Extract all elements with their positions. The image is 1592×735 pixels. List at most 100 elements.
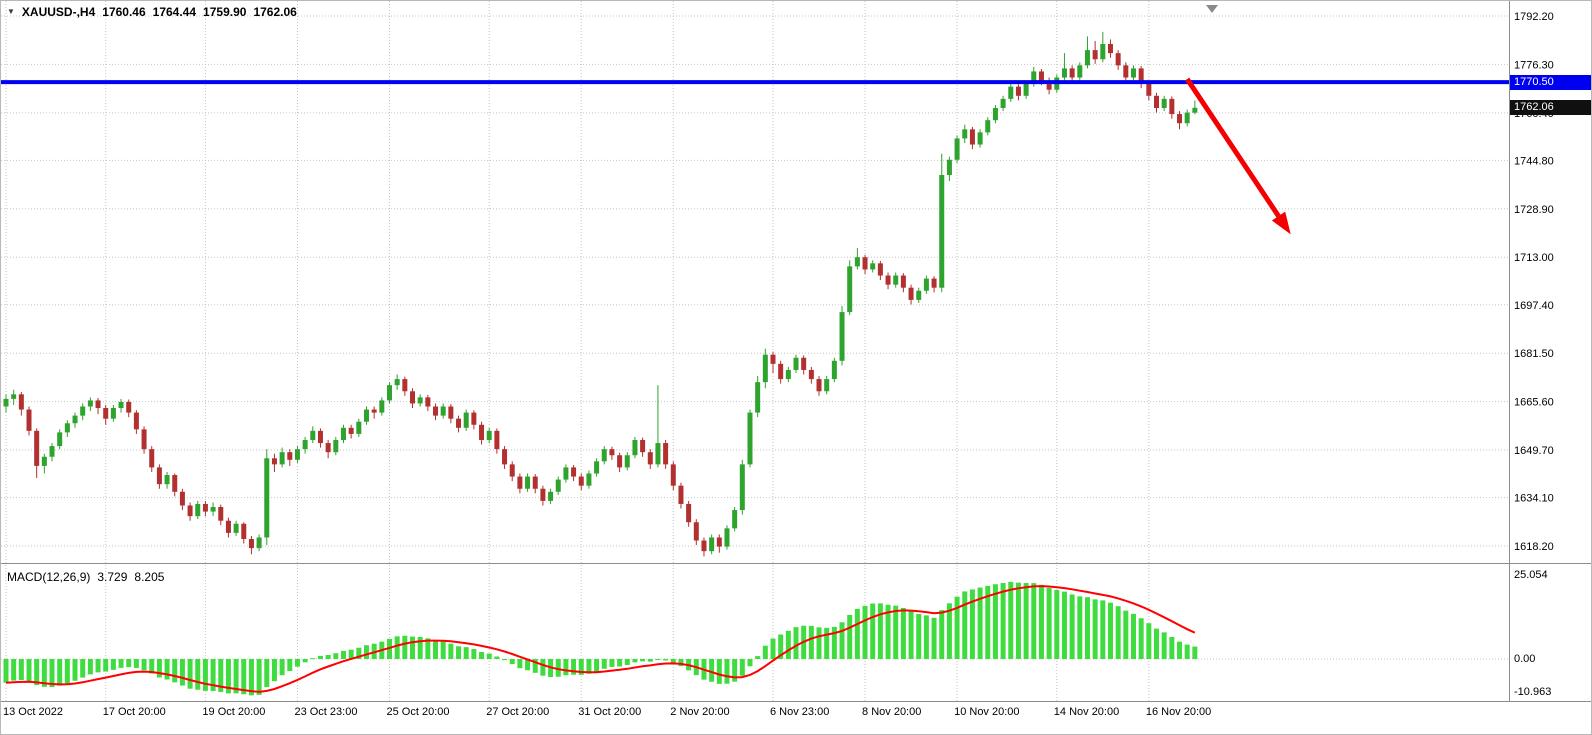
- macd-histogram-bar: [1146, 623, 1152, 659]
- candle-body: [402, 379, 408, 392]
- candle-body: [433, 406, 439, 416]
- macd-histogram-bar: [448, 643, 454, 659]
- macd-histogram-bar: [724, 659, 730, 684]
- macd-histogram-bar: [762, 645, 768, 659]
- candle-body: [778, 363, 784, 380]
- ohlc-high: 1764.44: [152, 5, 197, 19]
- price-tick-label: 1665.60: [1514, 397, 1554, 409]
- ohlc-close: 1762.06: [253, 5, 297, 19]
- macd-histogram-bar: [877, 603, 883, 659]
- candle-body: [325, 443, 331, 453]
- candle-body: [1000, 98, 1006, 108]
- candle-body: [18, 394, 24, 410]
- macd-histogram-bar: [962, 591, 968, 659]
- macd-histogram-bar: [417, 636, 423, 659]
- candle-body: [793, 357, 799, 370]
- candle-body: [663, 443, 669, 465]
- macd-histogram-bar: [1138, 618, 1144, 659]
- candle-body: [885, 275, 891, 285]
- candle-body: [494, 430, 500, 450]
- candle-body: [1146, 83, 1152, 96]
- macd-histogram-bar: [149, 659, 155, 674]
- macd-histogram-bar: [709, 659, 715, 682]
- candle-body: [179, 491, 185, 506]
- trend-arrow-head[interactable]: [1271, 211, 1291, 235]
- macd-histogram-bar: [847, 614, 853, 659]
- candle-body: [1138, 68, 1144, 84]
- price-tick-label: 1697.40: [1514, 300, 1554, 312]
- macd-histogram-bar: [609, 659, 615, 667]
- candle-body: [601, 449, 607, 462]
- macd-histogram-bar: [954, 596, 960, 659]
- candle-body: [141, 429, 147, 450]
- candle-body: [149, 449, 155, 468]
- macd-histogram-bar: [824, 627, 830, 659]
- macd-histogram-bar: [394, 636, 400, 659]
- macd-histogram-bar: [1154, 628, 1159, 659]
- time-tick-label: 27 Oct 20:00: [486, 706, 549, 718]
- candle-body: [693, 522, 699, 541]
- candle-body: [126, 401, 132, 413]
- macd-histogram-bar: [1123, 610, 1129, 659]
- macd-histogram-bar: [831, 626, 837, 659]
- candle-body: [563, 467, 569, 480]
- macd-histogram-bar: [471, 649, 477, 659]
- candle-body: [1038, 71, 1044, 81]
- time-tick-label: 6 Nov 23:00: [770, 706, 829, 718]
- indicator-name: MACD(12,26,9): [7, 570, 91, 584]
- time-tick-label: 13 Oct 2022: [3, 706, 63, 718]
- candle-body: [801, 357, 807, 370]
- indicator-signal-value: 8.205: [134, 570, 165, 584]
- macd-histogram-bar: [225, 659, 231, 694]
- macd-histogram-bar: [356, 647, 362, 659]
- candle-body: [110, 408, 116, 419]
- price-tick-label: 1792.20: [1514, 11, 1554, 23]
- candle-body: [11, 394, 17, 399]
- macd-histogram-bar: [563, 659, 569, 676]
- candle-body: [831, 360, 837, 380]
- candle-body: [156, 467, 162, 485]
- macd-histogram-bar: [1054, 589, 1060, 659]
- macd-histogram-bar: [1184, 644, 1190, 659]
- candle-body: [808, 369, 814, 380]
- chart-shift-marker-icon[interactable]: [1206, 5, 1218, 13]
- price-tick-label: 1649.70: [1514, 445, 1554, 457]
- macd-histogram-bar: [640, 659, 646, 662]
- macd-histogram-bar: [532, 659, 538, 673]
- macd-histogram-bar: [141, 659, 147, 671]
- candle-body: [471, 412, 477, 425]
- macd-histogram-bar: [402, 635, 408, 659]
- macd-histogram-bar: [1015, 582, 1021, 659]
- candle-body: [271, 458, 277, 465]
- macd-histogram-bar: [1192, 646, 1198, 659]
- macd-histogram-bar: [103, 659, 109, 672]
- candle-body: [816, 379, 822, 392]
- macd-histogram-bar: [655, 659, 661, 660]
- price-tick-label: 1744.80: [1514, 155, 1554, 167]
- macd-histogram-bar: [969, 589, 975, 659]
- macd-histogram-bar: [739, 659, 745, 676]
- candle-body: [410, 391, 416, 404]
- candle-body: [770, 354, 776, 364]
- candle-body: [479, 424, 485, 440]
- candle-body: [1154, 95, 1159, 108]
- macd-histogram-bar: [486, 653, 492, 659]
- macd-histogram-bar: [908, 611, 914, 659]
- candle-body: [348, 427, 354, 434]
- macd-histogram-bar: [931, 617, 937, 659]
- macd-histogram-bar: [80, 659, 86, 678]
- macd-histogram-bar: [1000, 583, 1006, 659]
- candle-body: [248, 538, 254, 549]
- candle-body: [785, 369, 791, 380]
- symbol-timeframe-label: XAUUSD-,H4: [21, 5, 96, 19]
- macd-histogram-bar: [1008, 581, 1014, 659]
- candle-body: [824, 379, 830, 392]
- candle-body: [172, 475, 178, 492]
- macd-histogram-bar: [1038, 584, 1044, 659]
- price-tick-label: 1713.00: [1514, 252, 1554, 264]
- trend-arrow-line[interactable]: [1185, 77, 1281, 218]
- macd-histogram-bar: [494, 656, 500, 659]
- candle-body: [417, 397, 423, 404]
- candle-body: [571, 467, 577, 477]
